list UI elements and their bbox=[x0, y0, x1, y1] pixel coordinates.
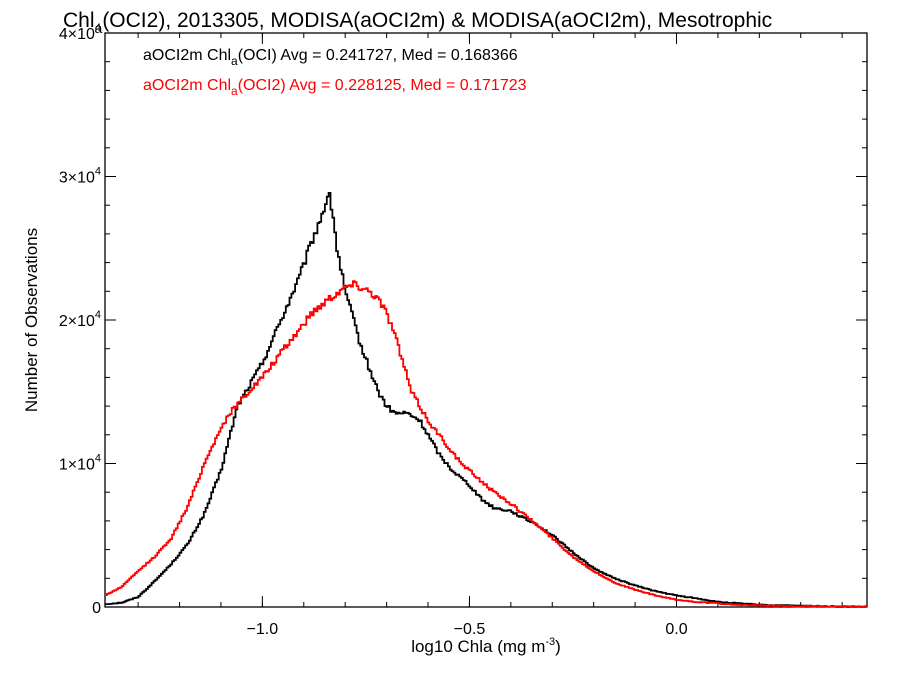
x-tick-label: 0.0 bbox=[665, 621, 687, 638]
title-pre: Chl bbox=[63, 9, 95, 32]
y-tick-mantissa: 1×10 bbox=[59, 457, 95, 474]
legend: aOCI2m Chla(OCI) Avg = 0.241727, Med = 0… bbox=[143, 47, 527, 98]
y-tick-exponent: 4 bbox=[95, 309, 101, 321]
y-tick-mantissa: 3×10 bbox=[59, 170, 95, 187]
y-tick-label: 4×104 bbox=[59, 22, 101, 43]
y-tick-mantissa: 4×10 bbox=[59, 26, 95, 43]
legend-red-sub: a bbox=[231, 84, 238, 98]
title-subscript: a bbox=[95, 20, 103, 36]
y-tick-mantissa: 2×10 bbox=[59, 313, 95, 330]
title-post: (OCI2), 2013305, MODISA(aOCI2m) & MODISA… bbox=[102, 9, 772, 32]
xlabel-sup: -3 bbox=[545, 636, 555, 648]
x-tick-label: −0.5 bbox=[454, 621, 486, 638]
series-oci-black-line bbox=[105, 192, 867, 608]
legend-black-pre: aOCI2m Chl bbox=[143, 47, 231, 64]
y-tick-label: 0 bbox=[92, 600, 101, 617]
xlabel-post: ) bbox=[555, 637, 561, 656]
legend-entry-black: aOCI2m Chla(OCI) Avg = 0.241727, Med = 0… bbox=[143, 47, 518, 68]
y-tick-label: 1×104 bbox=[59, 453, 101, 474]
y-axis-title: Number of Observations bbox=[22, 228, 41, 412]
x-axis-title: log10 Chla (mg m-3) bbox=[411, 636, 561, 656]
y-tick-exponent: 4 bbox=[95, 22, 101, 34]
plot-frame bbox=[104, 32, 868, 608]
y-tick-exponent: 4 bbox=[95, 166, 101, 178]
series-group bbox=[105, 192, 867, 608]
legend-entry-red: aOCI2m Chla(OCI2) Avg = 0.228125, Med = … bbox=[143, 77, 527, 98]
legend-red-pre: aOCI2m Chl bbox=[143, 77, 231, 94]
y-tick-mantissa: 0 bbox=[92, 600, 101, 617]
legend-black-post: (OCI) Avg = 0.241727, Med = 0.168366 bbox=[238, 47, 518, 64]
legend-red-post: (OCI2) Avg = 0.228125, Med = 0.171723 bbox=[238, 77, 527, 94]
series-oci2-red-line bbox=[105, 280, 867, 608]
x-tick-label: −1.0 bbox=[247, 621, 279, 638]
chart-title: Chla(OCI2), 2013305, MODISA(aOCI2m) & MO… bbox=[63, 9, 772, 36]
y-tick-label: 2×104 bbox=[59, 309, 101, 330]
y-tick-exponent: 4 bbox=[95, 453, 101, 465]
y-tick-label: 3×104 bbox=[59, 166, 101, 187]
x-ticks: −1.0 −0.5 0.0 bbox=[137, 33, 843, 638]
legend-black-sub: a bbox=[231, 54, 238, 68]
xlabel-pre: log10 Chla (mg m bbox=[411, 637, 545, 656]
